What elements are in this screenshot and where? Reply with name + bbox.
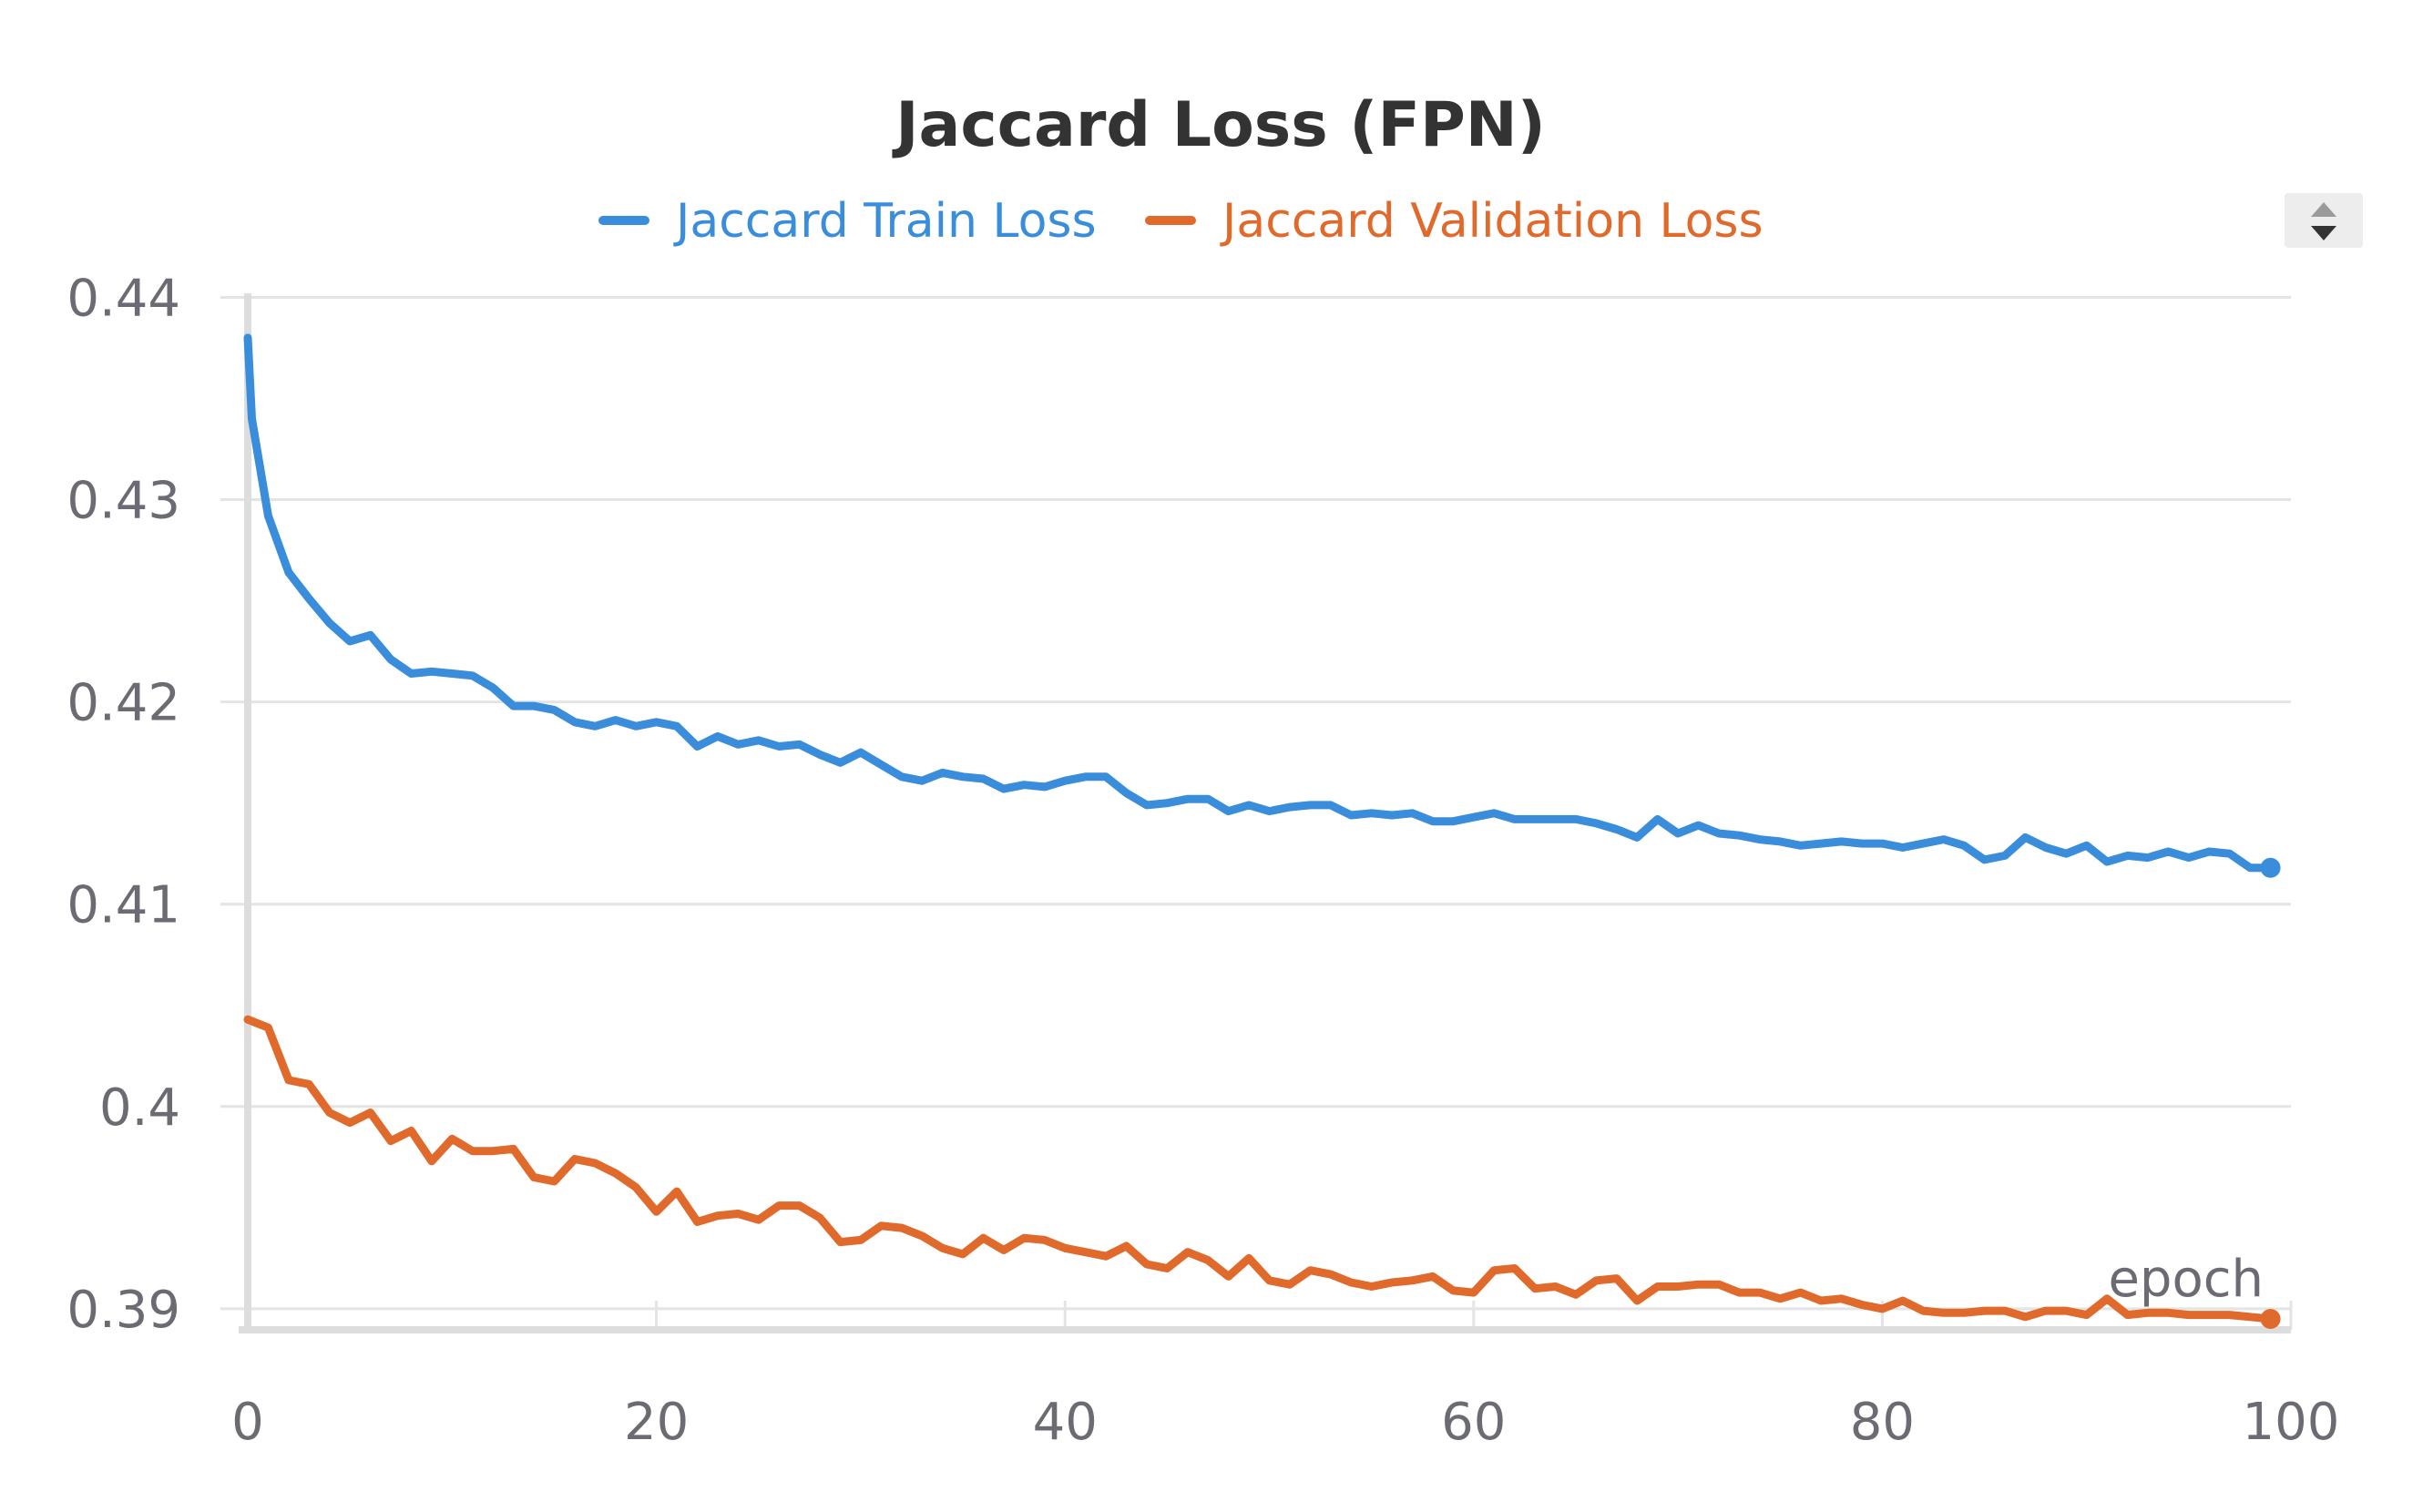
x-tick-label: 0 [231, 1393, 264, 1452]
sort-arrow-down-icon[interactable] [2311, 226, 2336, 240]
y-tick-label: 0.39 [66, 1281, 180, 1340]
y-tick-label: 0.43 [66, 472, 180, 531]
legend-label-1: Jaccard Train Loss [673, 194, 1097, 249]
tick-labels: 0.39 0.4 0.41 0.42 0.43 0.44 0 20 40 60 80 100 [66, 269, 2339, 1452]
legend-scroll-control[interactable] [2285, 193, 2363, 248]
series-line-1 [243, 333, 2275, 873]
x-axis-label: epoch [2108, 1250, 2264, 1309]
sort-arrow-up-icon[interactable] [2311, 202, 2336, 217]
x-tick-label: 80 [1850, 1393, 1915, 1452]
x-tick-label: 60 [1441, 1393, 1506, 1452]
series-line-2 [243, 1015, 2275, 1323]
x-tick-label: 20 [624, 1393, 689, 1452]
legend-scroll-background[interactable] [2285, 193, 2363, 248]
legend: Jaccard Train Loss Jaccard Validation Los… [598, 194, 1764, 249]
chart-title: Jaccard Loss (FPN) [892, 89, 1546, 161]
y-tick-label: 0.42 [66, 674, 180, 733]
series-layer [243, 333, 2281, 1329]
y-tick-label: 0.44 [66, 269, 180, 328]
x-tick-label: 100 [2243, 1393, 2340, 1452]
y-tick-label: 0.4 [99, 1078, 180, 1138]
series-end-point-1 [2260, 857, 2281, 878]
y-tick-label: 0.41 [66, 876, 180, 935]
legend-label-2: Jaccard Validation Loss [1220, 194, 1764, 249]
x-tick-label: 40 [1033, 1393, 1098, 1452]
axes [239, 293, 2291, 1333]
series-end-point-2 [2260, 1309, 2281, 1329]
